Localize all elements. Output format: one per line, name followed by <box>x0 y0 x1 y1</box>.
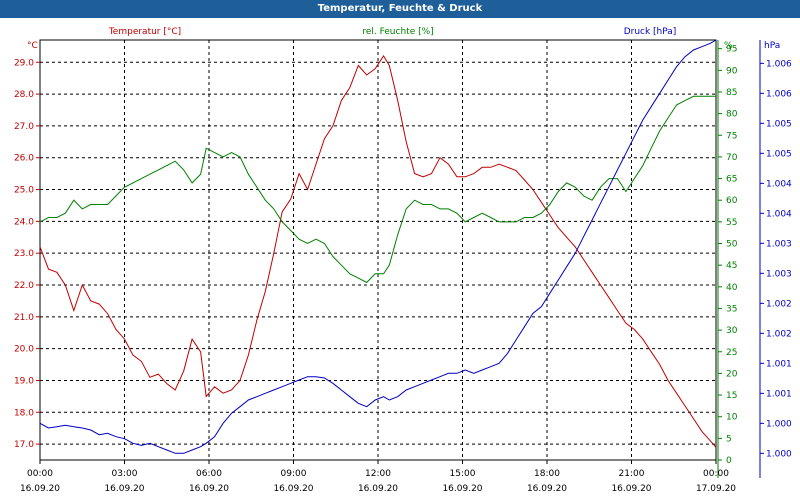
x-tick-time-label: 12:00 <box>365 469 391 479</box>
left-tick-label: 24.0 <box>14 217 34 227</box>
humidity-tick-label: 10 <box>726 413 738 423</box>
x-tick-time-label: 00:00 <box>27 469 53 479</box>
humidity-tick-label: 5 <box>726 434 732 444</box>
humidity-axis: 0 5 10 15 20 25 30 35 40 45 50 55 60 65 70 75 80 85 90 95 <box>717 40 738 478</box>
humidity-tick-label: 90 <box>726 66 738 76</box>
pressure-tick-label: 1.004 <box>766 179 792 189</box>
x-tick-time-label: 00:00 <box>703 469 729 479</box>
pressure-tick-label: 1.005 <box>766 119 792 129</box>
humidity-tick-label: 80 <box>726 110 738 120</box>
left-tick-label: 17.0 <box>14 440 34 450</box>
pressure-tick-label: 1.001 <box>766 389 792 399</box>
pressure-series-line <box>39 39 717 454</box>
humidity-tick-label: 75 <box>726 131 737 141</box>
left-tick-label: 26.0 <box>14 154 34 164</box>
left-tick-label: 23.0 <box>14 249 34 259</box>
pressure-tick-label: 1.002 <box>766 329 792 339</box>
humidity-tick-label: 15 <box>726 391 737 401</box>
x-tick-date-label: 17.09.20 <box>696 484 736 494</box>
x-axis: 00:00 16.09.20 03:00 16.09.20 06:00 16.09.20 0… <box>20 460 736 494</box>
pressure-tick-label: 1.001 <box>766 359 792 369</box>
left-axis-unit: °C <box>27 41 38 51</box>
x-tick-time-label: 06:00 <box>196 469 222 479</box>
pressure-tick-label: 1.003 <box>766 239 792 249</box>
humidity-tick-label: 85 <box>726 88 737 98</box>
temperature-series-label: Temperatur [°C] <box>108 27 181 37</box>
pressure-axis: 1.000 1.000 1.001 1.001 1.002 1.002 1.003 1.003… <box>759 40 792 478</box>
x-tick-date-label: 16.09.20 <box>611 484 651 494</box>
humidity-series-line <box>39 95 716 284</box>
humidity-tick-label: 60 <box>726 196 738 206</box>
x-tick-time-label: 21:00 <box>619 469 645 479</box>
humidity-tick-label: 50 <box>726 240 738 250</box>
humidity-tick-label: 55 <box>726 218 737 228</box>
humidity-tick-label: 65 <box>726 175 737 185</box>
x-tick-date-label: 16.09.20 <box>189 484 229 494</box>
humidity-tick-label: 25 <box>726 348 737 358</box>
temperature-series-line <box>39 54 717 448</box>
humidity-tick-label: 0 <box>726 456 732 466</box>
grid <box>40 40 716 460</box>
pressure-tick-label: 1.003 <box>766 269 792 279</box>
x-tick-date-label: 16.09.20 <box>442 484 482 494</box>
pressure-tick-label: 1.002 <box>766 299 792 309</box>
x-tick-date-label: 16.09.20 <box>273 484 313 494</box>
pressure-tick-label: 1.000 <box>766 449 792 459</box>
pressure-axis-unit: hPa <box>764 41 780 51</box>
x-tick-date-label: 16.09.20 <box>104 484 144 494</box>
x-tick-time-label: 18:00 <box>534 469 560 479</box>
pressure-tick-label: 1.000 <box>766 419 792 429</box>
humidity-series-label: rel. Feuchte [%] <box>362 27 433 37</box>
left-tick-label: 22.0 <box>14 281 34 291</box>
x-tick-date-label: 16.09.20 <box>20 484 60 494</box>
x-tick-date-label: 16.09.20 <box>358 484 398 494</box>
left-tick-label: 19.0 <box>14 376 34 386</box>
humidity-axis-unit: % <box>724 41 733 51</box>
humidity-tick-label: 35 <box>726 304 737 314</box>
left-tick-label: 29.0 <box>14 58 34 68</box>
x-tick-time-label: 09:00 <box>281 469 307 479</box>
pressure-tick-label: 1.006 <box>766 59 792 69</box>
chart-title: Temperatur, Feuchte & Druck <box>0 0 800 18</box>
humidity-tick-label: 45 <box>726 261 737 271</box>
left-tick-label: 20.0 <box>14 345 34 355</box>
pressure-tick-label: 1.004 <box>766 209 792 219</box>
left-tick-label: 27.0 <box>14 122 34 132</box>
humidity-tick-label: 40 <box>726 283 738 293</box>
humidity-tick-label: 20 <box>726 369 738 379</box>
humidity-tick-label: 30 <box>726 326 738 336</box>
series-layer <box>39 39 717 454</box>
left-tick-label: 18.0 <box>14 408 34 418</box>
humidity-tick-label: 95 <box>726 45 737 55</box>
x-tick-time-label: 15:00 <box>450 469 476 479</box>
left-tick-label: 28.0 <box>14 90 34 100</box>
humidity-tick-label: 70 <box>726 153 738 163</box>
pressure-tick-label: 1.006 <box>766 89 792 99</box>
left-tick-label: 25.0 <box>14 186 34 196</box>
pressure-series-label: Druck [hPa] <box>624 27 677 37</box>
chart-svg: 17.0 18.0 19.0 20.0 21.0 22.0 23.0 24.0 25.0 26.0… <box>14 27 792 494</box>
left-tick-label: 21.0 <box>14 313 34 323</box>
left-axis: 17.0 18.0 19.0 20.0 21.0 22.0 23.0 24.0 25.0 26.0… <box>14 58 40 450</box>
x-tick-date-label: 16.09.20 <box>527 484 567 494</box>
pressure-tick-label: 1.005 <box>766 149 792 159</box>
x-tick-time-label: 03:00 <box>112 469 138 479</box>
